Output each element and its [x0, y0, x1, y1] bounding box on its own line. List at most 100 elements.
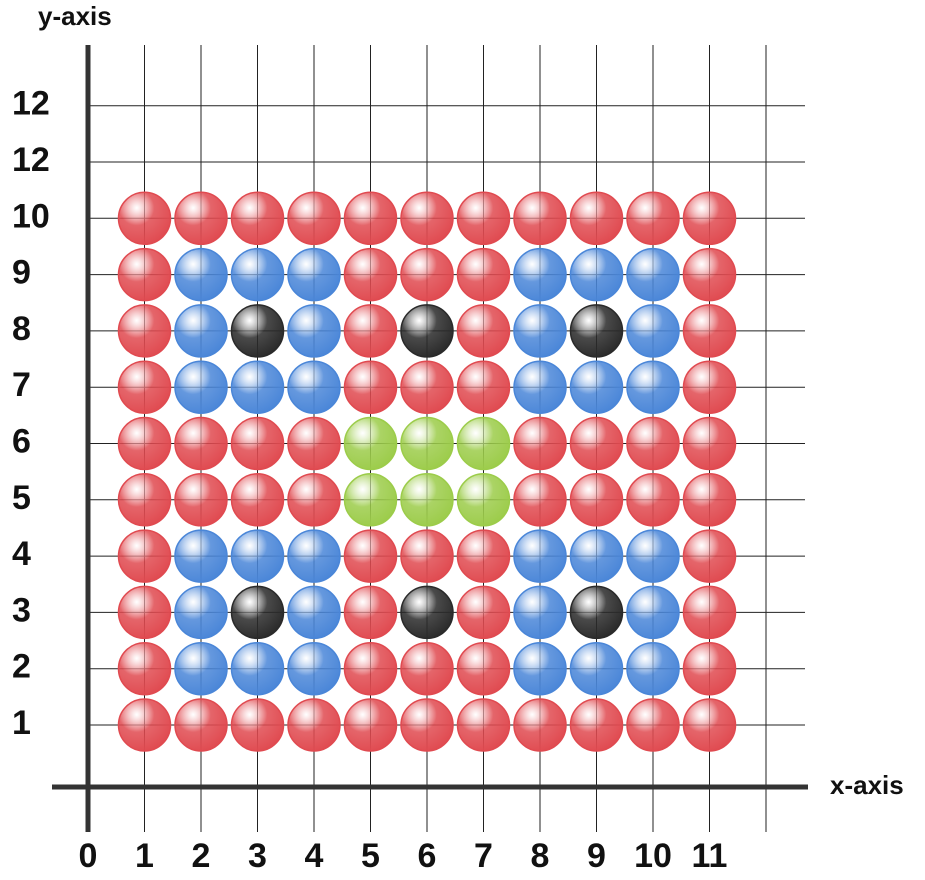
ball — [174, 191, 228, 246]
ball — [287, 247, 341, 302]
y-tick-label: 12 — [12, 85, 50, 123]
ball — [682, 641, 737, 696]
ball — [117, 416, 172, 471]
y-tick-label: 1 — [12, 704, 31, 742]
ball — [400, 247, 454, 302]
ball — [230, 304, 285, 358]
ball — [343, 247, 398, 302]
ball — [117, 360, 172, 414]
ball — [682, 416, 737, 471]
ball — [117, 529, 172, 583]
y-tick-label: 3 — [12, 591, 31, 629]
ball — [287, 416, 341, 471]
ball — [569, 641, 624, 696]
ball — [456, 698, 511, 752]
y-tick-label: 4 — [12, 535, 31, 573]
ball — [513, 360, 567, 414]
ball — [343, 473, 398, 527]
ball — [230, 416, 285, 471]
ball — [343, 416, 398, 471]
ball — [230, 360, 285, 414]
ball — [626, 191, 680, 246]
ball — [456, 529, 511, 583]
ball — [174, 585, 228, 640]
x-tick-label: 1 — [135, 837, 154, 875]
ball — [569, 473, 624, 527]
x-tick-label: 9 — [587, 837, 606, 875]
ball — [569, 529, 624, 583]
ball — [343, 191, 398, 246]
ball — [682, 304, 737, 358]
x-axis-label: x-axis — [830, 770, 904, 800]
ball — [456, 304, 511, 358]
ball — [456, 473, 511, 527]
ball — [682, 360, 737, 414]
ball — [682, 585, 737, 640]
ball — [230, 247, 285, 302]
ball — [513, 698, 567, 752]
ball — [343, 360, 398, 414]
ball — [626, 641, 680, 696]
ball — [400, 585, 454, 640]
ball — [569, 191, 624, 246]
y-tick-label: 10 — [12, 197, 50, 235]
ball — [117, 641, 172, 696]
y-tick-label: 8 — [12, 310, 31, 348]
ball — [569, 304, 624, 358]
y-tick-label: 7 — [12, 366, 31, 404]
ball — [456, 360, 511, 414]
y-tick-label: 12 — [12, 141, 50, 179]
ball — [626, 360, 680, 414]
x-tick-label: 8 — [531, 837, 550, 875]
ball — [343, 304, 398, 358]
ball — [626, 416, 680, 471]
ball — [626, 247, 680, 302]
ball — [569, 360, 624, 414]
ball — [230, 698, 285, 752]
ball — [343, 585, 398, 640]
ball — [174, 698, 228, 752]
x-tick-label: 2 — [192, 837, 211, 875]
ball — [174, 247, 228, 302]
ball — [682, 247, 737, 302]
ball — [513, 473, 567, 527]
ball — [400, 304, 454, 358]
ball — [287, 641, 341, 696]
ball — [230, 529, 285, 583]
x-tick-label: 7 — [474, 837, 493, 875]
x-tick-label: 5 — [361, 837, 380, 875]
ball — [569, 416, 624, 471]
ball — [117, 247, 172, 302]
ball — [456, 191, 511, 246]
ball — [513, 585, 567, 640]
ball — [230, 191, 285, 246]
ball — [456, 641, 511, 696]
ball — [682, 529, 737, 583]
ball — [174, 304, 228, 358]
ball — [569, 698, 624, 752]
ball — [400, 641, 454, 696]
ball — [117, 585, 172, 640]
x-tick-label: 6 — [418, 837, 437, 875]
x-tick-label: 3 — [248, 837, 267, 875]
ball — [456, 585, 511, 640]
ball — [117, 698, 172, 752]
ball — [400, 416, 454, 471]
y-tick-label: 9 — [12, 254, 31, 292]
ball — [343, 641, 398, 696]
ball — [400, 191, 454, 246]
ball — [287, 304, 341, 358]
ball — [626, 473, 680, 527]
ball — [513, 247, 567, 302]
ball — [230, 473, 285, 527]
ball — [626, 585, 680, 640]
ball — [117, 191, 172, 246]
ball — [174, 360, 228, 414]
ball — [513, 416, 567, 471]
ball — [287, 585, 341, 640]
x-tick-label: 10 — [634, 837, 672, 875]
ball — [343, 698, 398, 752]
ball — [174, 416, 228, 471]
y-tick-label: 5 — [12, 479, 31, 517]
